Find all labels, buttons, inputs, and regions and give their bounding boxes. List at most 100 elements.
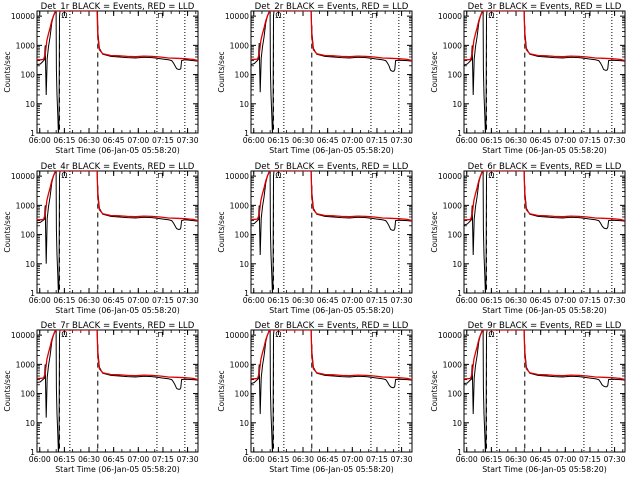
series-line-lld (37, 330, 198, 381)
x-tick-label: 06:45 (103, 296, 125, 305)
annotation-marker: Ω (61, 330, 67, 339)
x-tick-label: 06:15 (53, 296, 75, 305)
x-tick-label: 07:00 (554, 455, 576, 464)
panel-4: Det_4r BLACK = Events, RED = LLD Counts/s… (3, 162, 199, 315)
y-tick-label: 1000 (230, 201, 249, 210)
y-tick-label: 10 (25, 100, 35, 109)
y-tick-label: 100 (448, 390, 463, 399)
x-tick-label: 06:30 (505, 296, 527, 305)
panel-title: Det_4r BLACK = Events, RED = LLD (41, 162, 195, 172)
y-tick-label: 10 (25, 260, 35, 269)
y-tick-label: 100 (235, 231, 250, 240)
panel-title: Det_8r BLACK = Events, RED = LLD (255, 321, 409, 331)
y-tick-label: 10000 (11, 12, 35, 21)
y-axis-label: Counts/sec (430, 370, 439, 411)
x-tick-label: 06:00 (243, 455, 265, 464)
x-tick-label: 06:45 (530, 455, 552, 464)
annotation-marker: Ω (488, 330, 494, 339)
annotation-marker: Ω (275, 11, 281, 20)
series-line-lld (251, 171, 412, 222)
x-tick-label: 07:15 (366, 136, 388, 145)
x-tick-label: 06:45 (317, 296, 339, 305)
x-tick-label: 06:30 (505, 455, 527, 464)
x-tick-label: 06:30 (292, 296, 314, 305)
x-tick-label: 06:30 (78, 136, 100, 145)
y-tick-label: 1000 (16, 201, 35, 210)
x-axis-label: Start Time (06-Jan-05 05:58:20) (269, 146, 394, 155)
panel-1: Det_1r BLACK = Events, RED = LLD Counts/s… (3, 2, 199, 155)
x-tick-label: 07:15 (152, 455, 174, 464)
y-tick-label: 10000 (11, 172, 35, 181)
x-axis-label: Start Time (06-Jan-05 05:58:20) (482, 306, 607, 315)
plot-frame (36, 170, 199, 294)
x-tick-label: 06:45 (103, 136, 125, 145)
y-tick-label: 10 (452, 100, 462, 109)
x-tick-label: 07:00 (341, 455, 363, 464)
x-tick-label: 06:30 (505, 136, 527, 145)
x-tick-label: 07:15 (366, 296, 388, 305)
y-axis-label: Counts/sec (430, 211, 439, 252)
annotation-marker: ⊓ (157, 330, 163, 339)
panel-title: Det_9r BLACK = Events, RED = LLD (468, 321, 622, 331)
plot-frame (36, 329, 199, 453)
plot-frame (463, 329, 626, 453)
y-axis-label: Counts/sec (217, 51, 226, 92)
y-tick-label: 10 (239, 260, 249, 269)
x-axis-label: Start Time (06-Jan-05 05:58:20) (55, 465, 180, 474)
x-tick-label: 06:15 (480, 296, 502, 305)
panel-3: Det_3r BLACK = Events, RED = LLD Counts/s… (430, 2, 626, 155)
series-line-events (37, 11, 198, 133)
series-line-lld (464, 171, 625, 222)
y-tick-label: 1000 (230, 360, 249, 369)
annotation-marker: Ω (275, 171, 281, 180)
series-line-events (464, 330, 625, 452)
y-tick-label: 10 (239, 100, 249, 109)
x-tick-label: 06:00 (29, 136, 51, 145)
x-tick-label: 06:00 (243, 136, 265, 145)
y-tick-label: 1 (244, 289, 249, 298)
panel-9: Det_9r BLACK = Events, RED = LLD Counts/s… (430, 321, 626, 474)
x-tick-label: 07:15 (152, 136, 174, 145)
x-tick-label: 06:00 (29, 296, 51, 305)
y-tick-label: 1 (457, 129, 462, 138)
y-tick-label: 10000 (11, 331, 35, 340)
panel-title: Det_5r BLACK = Events, RED = LLD (255, 162, 409, 172)
annotation-marker: ⊓ (371, 11, 377, 20)
y-axis-label: Counts/sec (217, 370, 226, 411)
panel-5: Det_5r BLACK = Events, RED = LLD Counts/s… (217, 162, 413, 315)
annotation-marker: ⊓ (584, 11, 590, 20)
x-tick-label: 07:00 (554, 296, 576, 305)
y-tick-label: 1 (457, 289, 462, 298)
x-tick-label: 07:30 (177, 455, 199, 464)
y-tick-label: 100 (235, 71, 250, 80)
y-tick-label: 1000 (443, 41, 462, 50)
panel-8: Det_8r BLACK = Events, RED = LLD Counts/s… (217, 321, 413, 474)
y-tick-label: 1000 (443, 201, 462, 210)
x-tick-label: 06:30 (292, 136, 314, 145)
x-tick-label: 06:15 (53, 136, 75, 145)
panel-7: Det_7r BLACK = Events, RED = LLD Counts/s… (3, 321, 199, 474)
annotation-marker: Ω (488, 171, 494, 180)
x-tick-label: 07:00 (127, 296, 149, 305)
x-tick-label: 07:15 (366, 455, 388, 464)
series-line-lld (464, 330, 625, 381)
y-tick-label: 1000 (16, 41, 35, 50)
annotation-marker: ⊓ (371, 171, 377, 180)
x-axis-label: Start Time (06-Jan-05 05:58:20) (269, 465, 394, 474)
x-tick-label: 06:30 (292, 455, 314, 464)
y-tick-label: 1 (30, 129, 35, 138)
x-tick-label: 07:30 (391, 136, 413, 145)
y-axis-label: Counts/sec (3, 51, 12, 92)
x-tick-label: 07:30 (177, 296, 199, 305)
x-tick-label: 07:00 (341, 296, 363, 305)
panel-title: Det_3r BLACK = Events, RED = LLD (468, 2, 622, 12)
x-tick-label: 07:30 (604, 136, 626, 145)
annotation-marker: ⊓ (584, 171, 590, 180)
series-line-lld (251, 11, 412, 62)
x-tick-label: 07:00 (127, 136, 149, 145)
y-tick-label: 100 (235, 390, 250, 399)
annotation-marker: ⊓ (157, 171, 163, 180)
series-line-lld (37, 171, 198, 222)
x-tick-label: 07:30 (177, 136, 199, 145)
